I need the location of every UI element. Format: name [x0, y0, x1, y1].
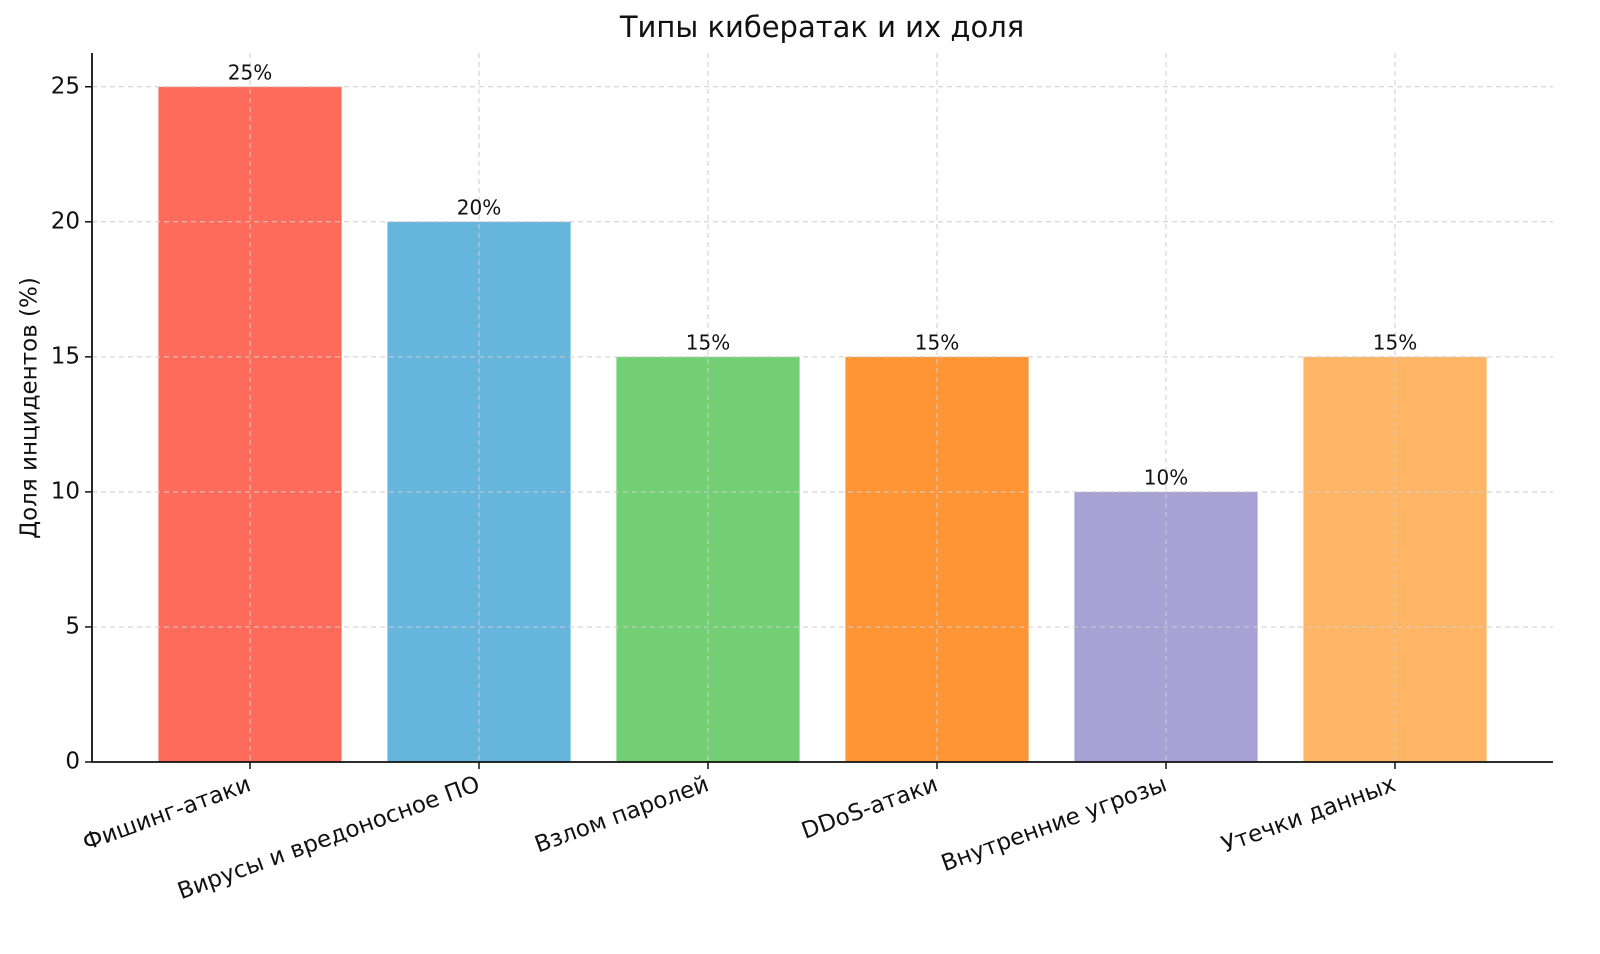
x-tick-label: Фишинг-атаки: [79, 771, 254, 856]
value-label: 10%: [1144, 465, 1188, 489]
y-tick-label: 5: [65, 613, 80, 639]
y-tick-label: 25: [51, 73, 80, 99]
x-tick-label: DDoS-атаки: [798, 771, 941, 844]
value-label: 25%: [228, 60, 272, 84]
x-tick-label: Внутренние угрозы: [938, 771, 1170, 877]
y-tick-label: 15: [51, 343, 80, 369]
chart-title: Типы кибератак и их доля: [619, 10, 1024, 44]
x-tick-label: Взлом паролей: [531, 771, 712, 858]
y-tick-label: 20: [51, 208, 80, 234]
value-label: 20%: [457, 195, 501, 219]
value-label: 15%: [1373, 330, 1417, 354]
value-label: 15%: [686, 330, 730, 354]
x-tick-label: Утечки данных: [1218, 771, 1399, 858]
y-tick-label: 10: [51, 478, 80, 504]
y-axis-label: Доля инцидентов (%): [17, 277, 43, 539]
y-tick-label: 0: [65, 749, 80, 775]
value-label: 15%: [915, 330, 959, 354]
